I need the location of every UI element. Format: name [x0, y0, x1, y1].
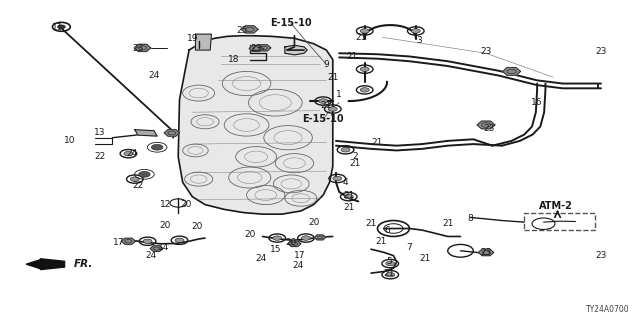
Circle shape [333, 176, 342, 181]
Text: 18: 18 [228, 55, 239, 64]
Text: 20: 20 [244, 230, 255, 239]
Circle shape [360, 88, 369, 92]
Polygon shape [122, 238, 136, 244]
Circle shape [344, 195, 353, 199]
Text: 12: 12 [160, 200, 171, 209]
Text: 3: 3 [416, 36, 422, 45]
Polygon shape [178, 36, 333, 214]
Text: 21: 21 [442, 219, 453, 228]
Polygon shape [477, 121, 495, 129]
Text: 20: 20 [180, 200, 191, 209]
Polygon shape [135, 130, 157, 136]
Polygon shape [478, 249, 493, 256]
Text: 21: 21 [343, 190, 355, 200]
Text: 15: 15 [269, 245, 281, 254]
Circle shape [386, 261, 395, 266]
Text: 11: 11 [52, 23, 64, 32]
Circle shape [175, 238, 184, 243]
Text: 22: 22 [132, 181, 143, 190]
Polygon shape [502, 68, 520, 75]
Text: 20: 20 [192, 222, 203, 231]
Text: 21: 21 [327, 73, 339, 82]
Text: 25: 25 [236, 27, 248, 36]
Text: 21: 21 [346, 52, 358, 61]
Text: 8: 8 [467, 214, 473, 223]
Text: 21: 21 [321, 101, 332, 110]
Text: 7: 7 [406, 243, 412, 252]
Text: 21: 21 [372, 138, 383, 147]
Text: 20: 20 [308, 218, 319, 227]
Text: 17: 17 [294, 251, 305, 260]
Circle shape [412, 29, 420, 33]
Text: 4: 4 [343, 178, 348, 187]
Text: 23: 23 [481, 47, 492, 56]
Polygon shape [150, 246, 163, 251]
Circle shape [319, 99, 328, 103]
Text: 10: 10 [64, 136, 76, 145]
Text: 2: 2 [352, 152, 358, 161]
Text: 23: 23 [250, 44, 262, 53]
Text: 22: 22 [94, 152, 106, 161]
Text: 6: 6 [384, 226, 390, 235]
Polygon shape [164, 130, 179, 136]
Circle shape [58, 25, 65, 29]
Circle shape [131, 177, 140, 181]
Text: 21: 21 [356, 33, 367, 42]
Circle shape [328, 107, 337, 111]
Bar [524, 212, 595, 230]
Circle shape [386, 272, 395, 277]
Text: 20: 20 [285, 238, 297, 247]
Text: 21: 21 [365, 219, 377, 228]
Circle shape [360, 67, 369, 71]
Text: 20: 20 [160, 221, 171, 230]
Circle shape [273, 236, 282, 240]
Polygon shape [285, 45, 307, 55]
Text: 21: 21 [343, 203, 355, 212]
Text: E-15-10: E-15-10 [302, 114, 344, 124]
Circle shape [139, 172, 150, 177]
Polygon shape [26, 259, 65, 270]
Text: 23: 23 [484, 124, 495, 132]
Polygon shape [134, 44, 151, 52]
Text: FR.: FR. [74, 259, 93, 269]
Polygon shape [257, 45, 271, 51]
Text: 24: 24 [126, 149, 137, 158]
Text: TY24A0700: TY24A0700 [586, 305, 630, 314]
Text: ATM-2: ATM-2 [540, 201, 573, 211]
Polygon shape [249, 45, 263, 52]
Polygon shape [314, 235, 326, 240]
Text: 24: 24 [255, 254, 267, 263]
Circle shape [341, 148, 350, 152]
Circle shape [124, 151, 133, 156]
Text: 21: 21 [420, 254, 431, 263]
Polygon shape [195, 34, 211, 50]
Text: 13: 13 [94, 128, 106, 137]
Text: 24: 24 [292, 261, 303, 270]
Text: 24: 24 [148, 71, 159, 80]
Circle shape [301, 236, 310, 240]
Text: 14: 14 [158, 243, 169, 252]
Text: 5: 5 [386, 258, 392, 267]
Text: 23: 23 [481, 248, 492, 257]
Text: 23: 23 [132, 44, 144, 53]
Text: 1: 1 [336, 90, 342, 99]
Text: 23: 23 [595, 251, 607, 260]
Text: 21: 21 [383, 268, 395, 278]
Text: 24: 24 [145, 251, 156, 260]
Text: 19: 19 [186, 35, 198, 44]
Text: 21: 21 [349, 159, 361, 168]
Text: 17: 17 [113, 238, 125, 247]
Polygon shape [288, 241, 301, 246]
Text: E-15-10: E-15-10 [271, 18, 312, 28]
Polygon shape [241, 26, 258, 33]
Text: 9: 9 [323, 60, 329, 69]
Text: 23: 23 [595, 47, 607, 56]
Text: 16: 16 [531, 98, 543, 107]
Text: 21: 21 [375, 237, 387, 246]
Circle shape [143, 239, 152, 244]
Circle shape [152, 144, 163, 150]
Circle shape [360, 29, 369, 33]
